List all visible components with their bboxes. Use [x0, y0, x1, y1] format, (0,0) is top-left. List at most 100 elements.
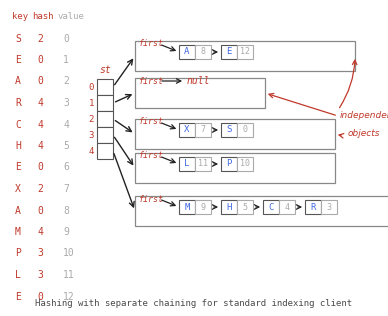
Bar [195, 200, 211, 214]
Bar [179, 157, 195, 171]
Bar [221, 200, 237, 214]
Text: null: null [187, 76, 211, 86]
Bar [237, 157, 253, 171]
Text: P: P [15, 248, 21, 258]
Text: first: first [139, 195, 164, 204]
Text: 4: 4 [37, 141, 43, 151]
Bar [221, 157, 237, 171]
Text: L: L [15, 270, 21, 280]
Text: 0: 0 [242, 125, 248, 135]
Text: value: value [58, 12, 85, 21]
Text: A: A [184, 47, 190, 57]
Bar [179, 45, 195, 59]
Bar [135, 119, 335, 149]
Text: 4: 4 [37, 98, 43, 108]
Text: 10: 10 [63, 248, 75, 258]
Bar [179, 123, 195, 137]
Text: 9: 9 [201, 203, 206, 211]
Text: E: E [15, 162, 21, 173]
Text: 4: 4 [37, 119, 43, 130]
Text: 0: 0 [37, 291, 43, 301]
Text: 1: 1 [88, 99, 94, 107]
Bar [97, 95, 113, 111]
Bar [263, 200, 279, 214]
Bar [97, 143, 113, 159]
Text: independent: independent [340, 112, 388, 120]
Text: A: A [15, 205, 21, 216]
Bar [221, 123, 237, 137]
Bar [97, 79, 113, 95]
Text: A: A [15, 76, 21, 87]
Text: X: X [184, 125, 190, 135]
Text: E: E [15, 55, 21, 65]
Text: first: first [139, 118, 164, 126]
Text: 9: 9 [63, 227, 69, 237]
Text: 0: 0 [37, 55, 43, 65]
Text: X: X [15, 184, 21, 194]
Text: S: S [226, 125, 232, 135]
Bar [97, 127, 113, 143]
Text: P: P [226, 160, 232, 168]
Bar [237, 45, 253, 59]
Text: H: H [226, 203, 232, 211]
Text: E: E [226, 47, 232, 57]
Text: 0: 0 [37, 205, 43, 216]
Text: 12: 12 [63, 291, 75, 301]
Text: objects: objects [348, 129, 381, 137]
Text: 10: 10 [240, 160, 250, 168]
Text: 3: 3 [63, 98, 69, 108]
Text: H: H [15, 141, 21, 151]
Bar [179, 200, 195, 214]
Bar [195, 123, 211, 137]
Text: 4: 4 [284, 203, 289, 211]
Text: 7: 7 [201, 125, 206, 135]
Text: first: first [139, 151, 164, 161]
Text: 3: 3 [326, 203, 331, 211]
Text: 3: 3 [37, 248, 43, 258]
Text: C: C [15, 119, 21, 130]
Bar [237, 200, 253, 214]
Text: 12: 12 [240, 47, 250, 57]
Text: M: M [184, 203, 190, 211]
Text: 4: 4 [37, 227, 43, 237]
Text: 0: 0 [88, 82, 94, 92]
Text: 4: 4 [88, 147, 94, 155]
Text: 0: 0 [63, 33, 69, 44]
Text: 11: 11 [63, 270, 75, 280]
Text: first: first [139, 40, 164, 48]
Bar [195, 45, 211, 59]
Text: first: first [139, 76, 164, 86]
Text: 3: 3 [88, 131, 94, 139]
Text: 5: 5 [63, 141, 69, 151]
Text: R: R [15, 98, 21, 108]
Text: 6: 6 [63, 162, 69, 173]
Text: 7: 7 [63, 184, 69, 194]
Text: 2: 2 [37, 33, 43, 44]
Text: 4: 4 [63, 119, 69, 130]
Text: hash: hash [32, 12, 54, 21]
Text: 2: 2 [37, 184, 43, 194]
Text: 1: 1 [63, 55, 69, 65]
Text: 11: 11 [198, 160, 208, 168]
Text: M: M [15, 227, 21, 237]
Bar [135, 41, 355, 71]
Text: E: E [15, 291, 21, 301]
Text: 2: 2 [63, 76, 69, 87]
Text: 0: 0 [37, 162, 43, 173]
Bar [237, 123, 253, 137]
Text: 8: 8 [201, 47, 206, 57]
Text: R: R [310, 203, 316, 211]
Text: C: C [268, 203, 274, 211]
Text: 8: 8 [63, 205, 69, 216]
Bar [97, 111, 113, 127]
Text: st: st [99, 65, 111, 75]
Bar [305, 200, 321, 214]
Bar [279, 200, 295, 214]
Text: 3: 3 [37, 270, 43, 280]
Text: 2: 2 [88, 114, 94, 124]
Text: Hashing with separate chaining for standard indexing client: Hashing with separate chaining for stand… [35, 299, 353, 308]
Bar [135, 153, 335, 183]
Text: L: L [184, 160, 190, 168]
Bar [135, 196, 388, 226]
Text: 5: 5 [242, 203, 248, 211]
